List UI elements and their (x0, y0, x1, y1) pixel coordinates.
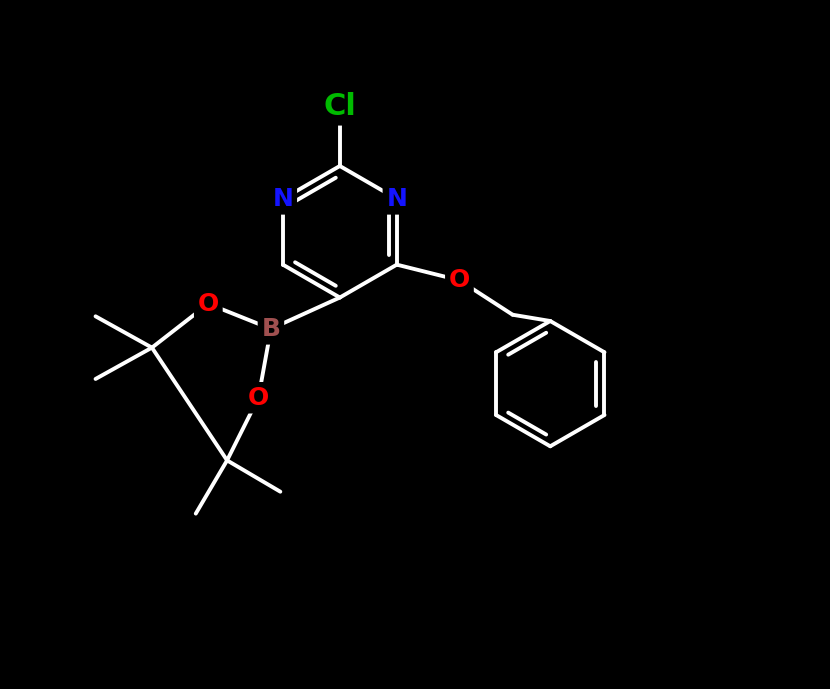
Text: B: B (261, 317, 281, 341)
Text: O: O (449, 268, 470, 292)
Text: N: N (386, 187, 408, 211)
Text: O: O (198, 291, 219, 316)
Text: O: O (248, 386, 269, 410)
Text: N: N (272, 187, 293, 211)
Text: Cl: Cl (324, 92, 356, 121)
